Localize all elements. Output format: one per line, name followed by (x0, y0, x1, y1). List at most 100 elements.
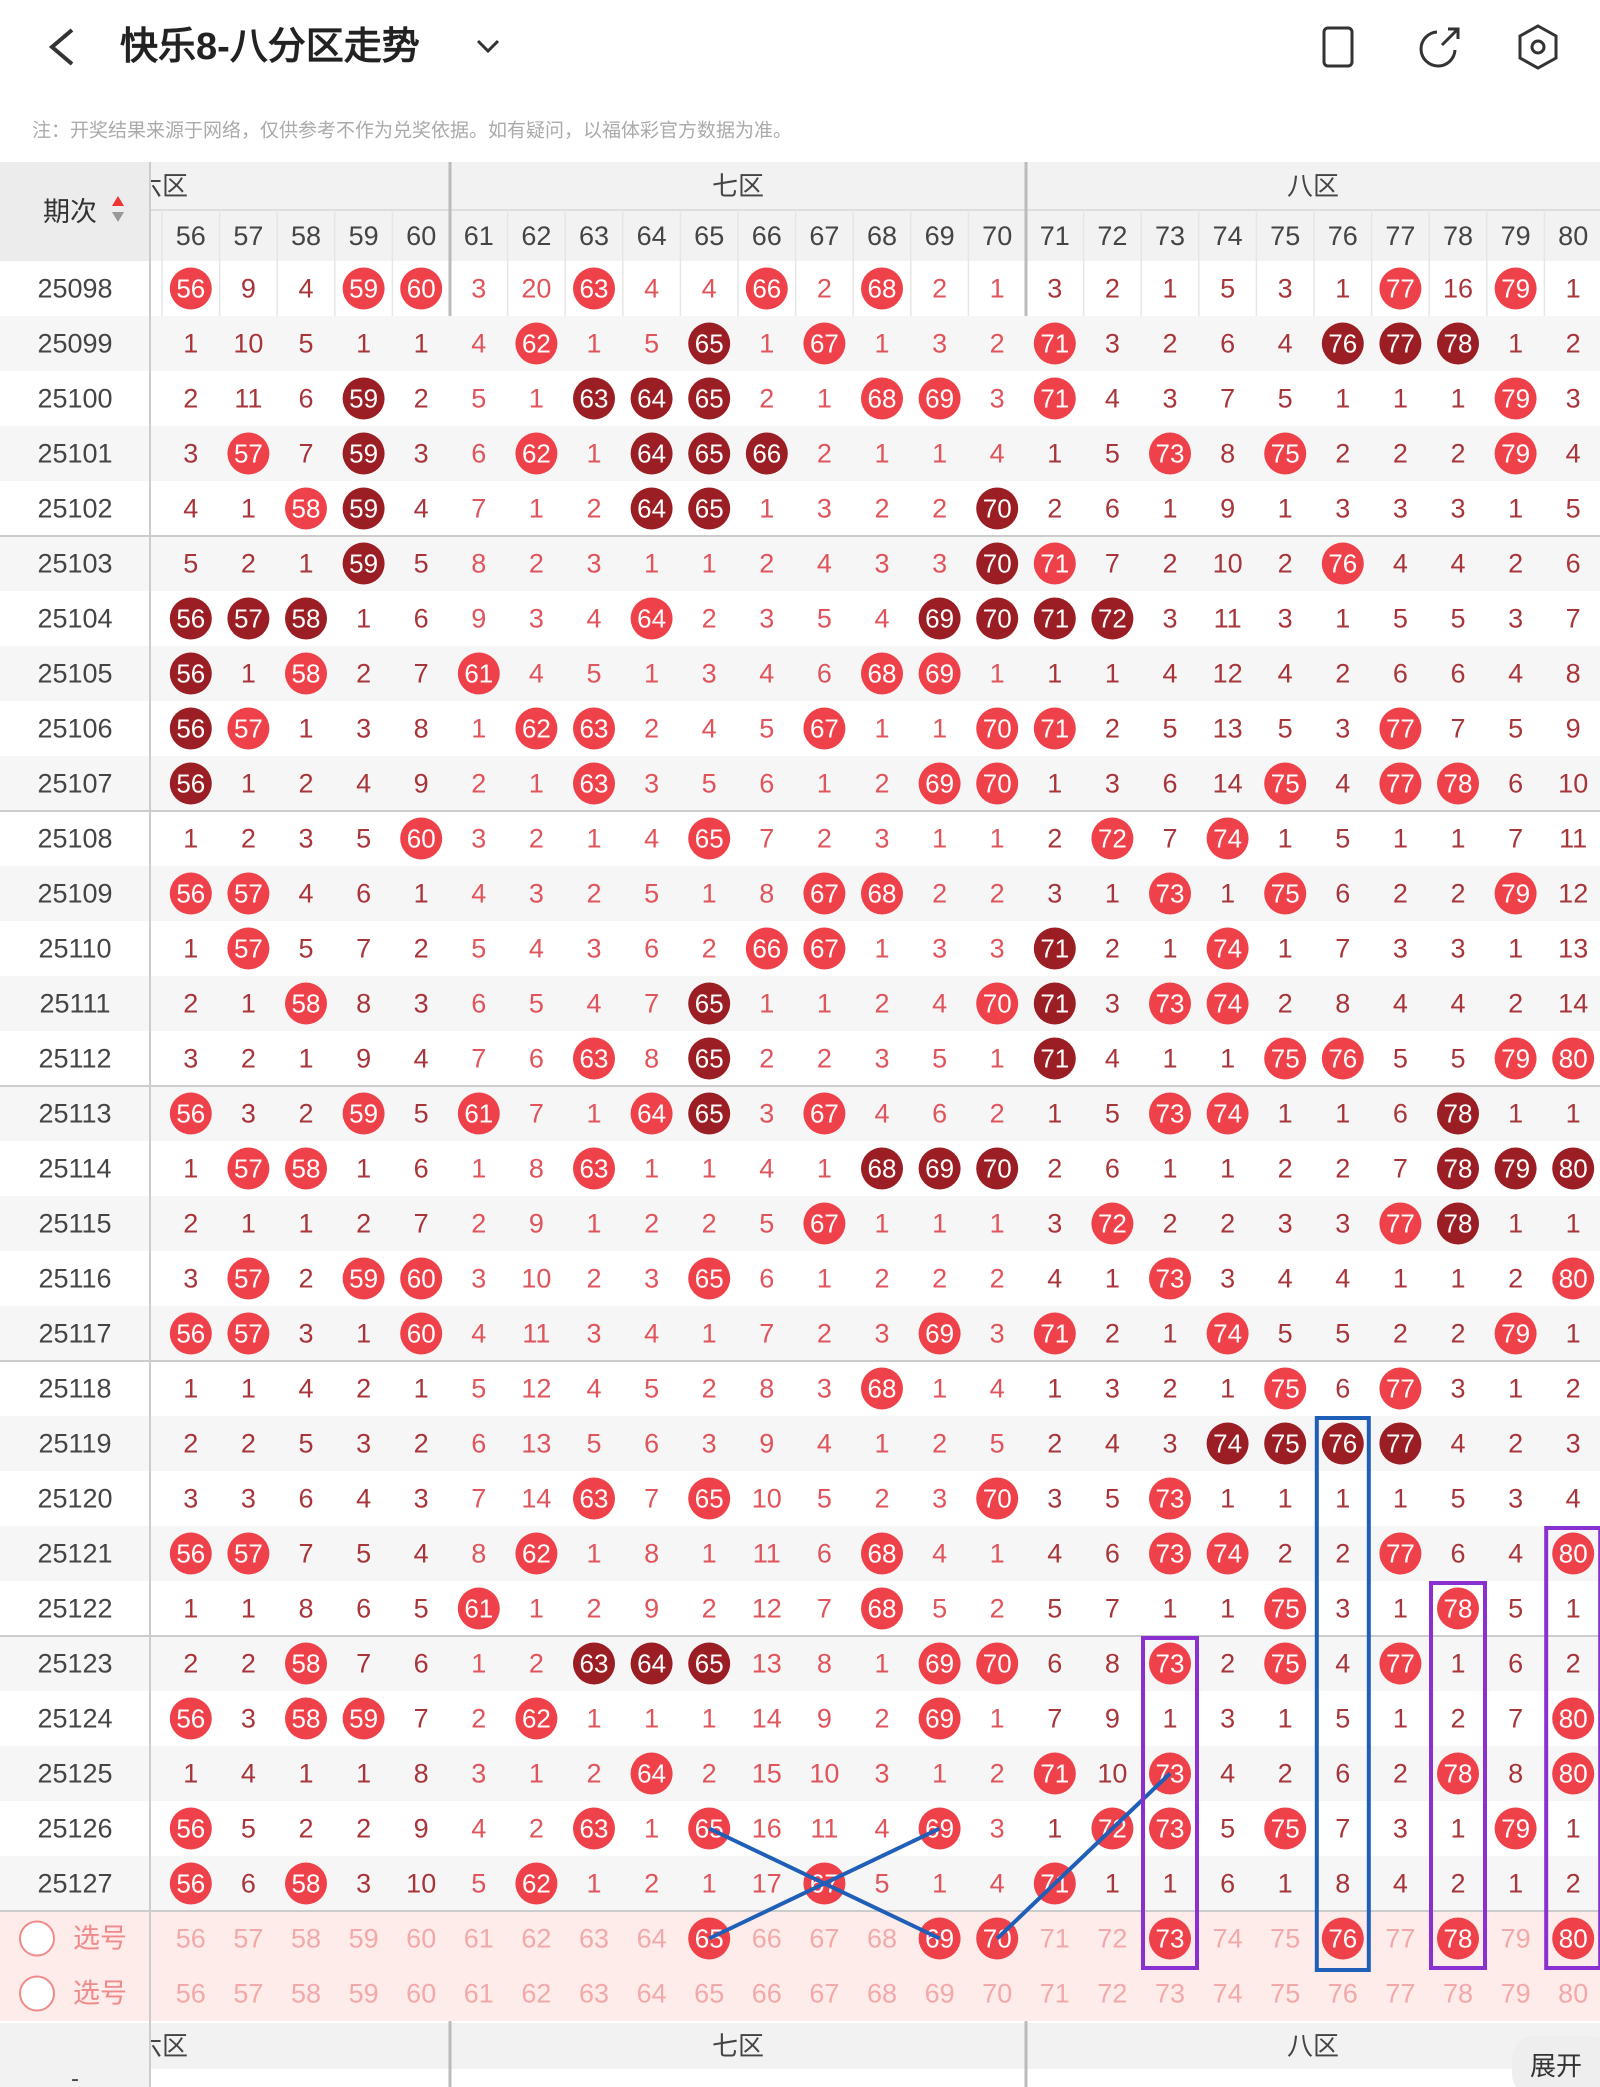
issue-bg (0, 756, 150, 811)
miss-count: 2 (990, 879, 1005, 909)
hit-number: 56 (176, 1814, 205, 1844)
miss-count: 5 (586, 1429, 601, 1459)
hit-number: 63 (580, 1649, 609, 1679)
miss-count: 5 (1508, 1594, 1523, 1624)
miss-count: 3 (817, 1374, 832, 1404)
miss-count: 3 (874, 1044, 889, 1074)
miss-count: 2 (1220, 1209, 1235, 1239)
pick-toggle[interactable] (19, 1920, 55, 1957)
settings-icon[interactable] (1518, 24, 1558, 70)
miss-count: 5 (298, 934, 313, 964)
miss-count: 1 (298, 1759, 313, 1789)
hit-number: 80 (1559, 1759, 1588, 1789)
miss-count: 5 (1220, 274, 1235, 304)
hit-number: 59 (349, 549, 378, 579)
miss-count: 8 (1105, 1649, 1120, 1679)
issue-header-bg (0, 162, 150, 261)
expand-button[interactable] (1512, 2036, 1600, 2087)
hit-number: 71 (1040, 549, 1069, 579)
miss-count: 2 (1335, 1539, 1350, 1569)
miss-count: 2 (990, 1264, 1005, 1294)
miss-count: 1 (817, 1154, 832, 1184)
miss-count: 4 (759, 659, 774, 689)
miss-count: 8 (1566, 659, 1581, 689)
miss-count: 5 (1335, 824, 1350, 854)
hit-ball (573, 1147, 615, 1190)
miss-count: 4 (529, 934, 544, 964)
miss-count: 2 (1508, 989, 1523, 1019)
miss-count: 6 (414, 604, 429, 634)
issue-number: 25112 (38, 1044, 111, 1074)
miss-count: 6 (1047, 1649, 1062, 1679)
hit-number: 75 (1271, 1374, 1300, 1404)
miss-count: 1 (586, 1869, 601, 1899)
hit-number: 79 (1501, 1319, 1530, 1349)
hit-number: 56 (176, 1539, 205, 1569)
drawn-box (1141, 1636, 1199, 1970)
hit-ball (1149, 1532, 1191, 1575)
column-label: 65 (694, 221, 724, 251)
miss-count: 1 (1220, 1484, 1235, 1514)
miss-count: 7 (1162, 824, 1177, 854)
miss-count: 10 (1213, 549, 1243, 579)
title-dropdown[interactable] (476, 39, 500, 54)
miss-count: 1 (702, 1704, 717, 1734)
issue-number: 25116 (38, 1264, 111, 1294)
pick-number: 59 (349, 1979, 379, 2009)
miss-count: 2 (1278, 1759, 1293, 1789)
hit-ball (227, 597, 270, 640)
miss-count: 1 (298, 1044, 313, 1074)
miss-count: 1 (1566, 1209, 1581, 1239)
miss-count: 1 (241, 769, 256, 799)
miss-count: 6 (1220, 1869, 1235, 1899)
hit-ball (1033, 322, 1076, 365)
hit-ball (457, 652, 500, 695)
miss-count: 2 (1566, 1649, 1581, 1679)
hit-ball (1494, 1312, 1537, 1355)
miss-count: 15 (752, 1759, 782, 1789)
pick-toggle[interactable] (19, 1975, 55, 2012)
miss-count: 3 (990, 1319, 1005, 1349)
row-bg (150, 1856, 1600, 1911)
hit-ball (803, 927, 846, 970)
miss-count: 1 (990, 1044, 1005, 1074)
miss-count: 6 (1566, 549, 1581, 579)
hit-ball (1494, 1147, 1537, 1190)
pick-number: 77 (1385, 1979, 1415, 2009)
miss-count: 3 (817, 494, 832, 524)
hit-number: 73 (1156, 1649, 1185, 1679)
miss-count: 1 (644, 1154, 659, 1184)
share-icon[interactable] (1419, 27, 1460, 68)
hit-number: 71 (1040, 1759, 1069, 1789)
hit-number: 77 (1386, 1539, 1415, 1569)
hit-ball (1494, 872, 1537, 915)
hit-ball (285, 652, 327, 695)
hit-number: 65 (695, 1484, 724, 1514)
hit-ball (1494, 432, 1537, 475)
miss-count: 5 (1278, 1319, 1293, 1349)
hit-ball (1437, 762, 1479, 805)
back-button[interactable] (48, 28, 74, 66)
miss-count: 4 (644, 1319, 659, 1349)
zone-label: 七区 (712, 2031, 764, 2061)
issue-number: 25106 (37, 714, 112, 744)
miss-count: 3 (1105, 329, 1120, 359)
miss-count: 5 (1450, 604, 1465, 634)
miss-count: 1 (1162, 934, 1177, 964)
hit-ball (342, 267, 385, 310)
layout-icon[interactable] (1322, 26, 1354, 68)
miss-count: 1 (183, 329, 198, 359)
hit-ball (1437, 322, 1479, 365)
sort-up (112, 196, 124, 206)
hit-ball (400, 817, 443, 860)
miss-count: 7 (414, 1704, 429, 1734)
hit-ball (861, 1367, 903, 1410)
miss-count: 3 (183, 1044, 198, 1074)
issue-bg (0, 1856, 150, 1911)
miss-count: 1 (529, 494, 544, 524)
miss-count: 3 (529, 879, 544, 909)
issue-bg (0, 371, 150, 426)
hit-ball (688, 322, 731, 365)
hit-ball (1379, 1422, 1422, 1465)
hit-number: 66 (752, 274, 781, 304)
